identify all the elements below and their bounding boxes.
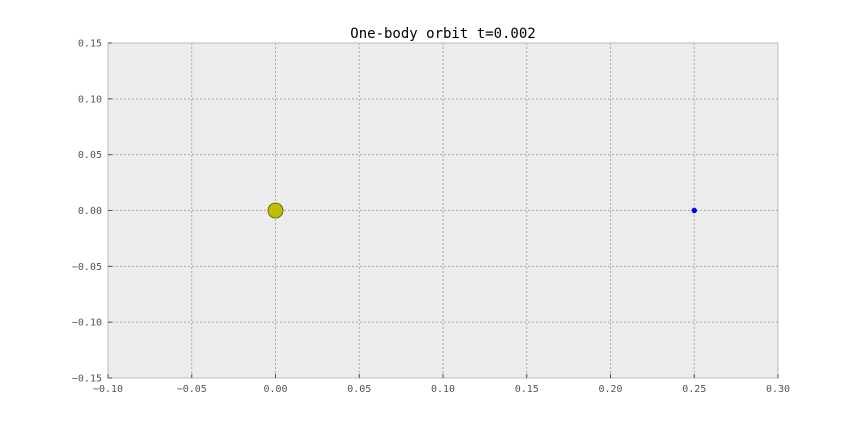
x-axis-ticks: −0.10 −0.05 0.00 0.05 0.10 0.15 0.20 0.25 0.30 <box>93 374 790 395</box>
x-tick-label: 0.10 <box>431 384 455 395</box>
x-tick-label: 0.15 <box>515 384 539 395</box>
central-body-point <box>267 202 284 219</box>
y-tick-label: 0.10 <box>78 94 102 105</box>
x-tick-label: 0.25 <box>682 384 706 395</box>
orbiting-body-point <box>691 207 697 214</box>
x-tick-label: 0.05 <box>347 384 371 395</box>
x-tick-label: −0.10 <box>93 384 123 395</box>
y-tick-label: −0.10 <box>72 318 102 329</box>
y-tick-label: 0.15 <box>78 39 102 50</box>
y-tick-label: 0.00 <box>78 206 102 217</box>
x-tick-label: 0.00 <box>263 384 287 395</box>
y-axis-ticks: 0.15 0.10 0.05 0.00 −0.05 −0.10 −0.15 <box>72 39 112 385</box>
x-tick-label: 0.20 <box>598 384 622 395</box>
plot-area <box>108 43 778 378</box>
y-tick-label: −0.05 <box>72 262 102 273</box>
y-tick-label: 0.05 <box>78 150 102 161</box>
chart-title: One-body orbit t=0.002 <box>350 26 535 42</box>
data-marks <box>267 202 697 219</box>
x-tick-label: −0.05 <box>177 384 207 395</box>
x-tick-label: 0.30 <box>766 384 790 395</box>
y-tick-label: −0.15 <box>72 374 102 385</box>
